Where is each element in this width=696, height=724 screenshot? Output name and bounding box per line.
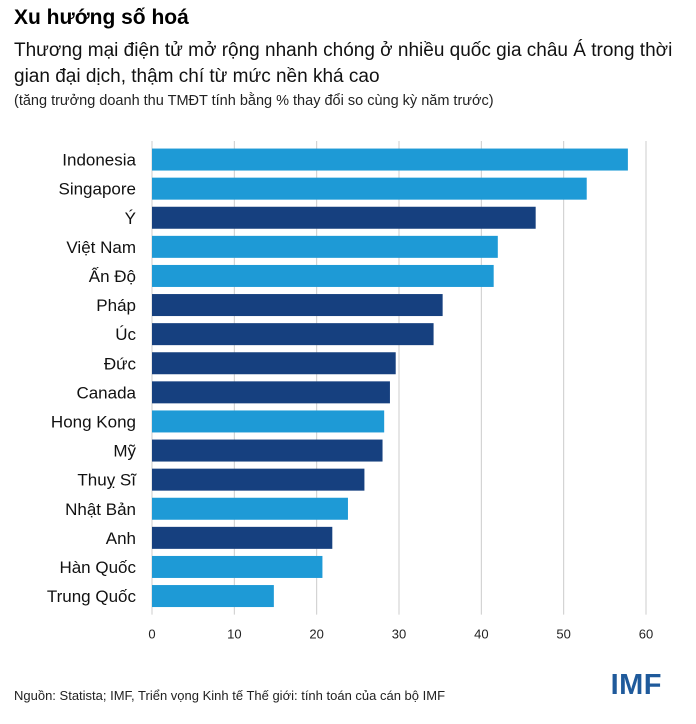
- x-tick-60: 60: [639, 627, 653, 642]
- x-tick-10: 10: [227, 627, 241, 642]
- category-label-5: Pháp: [96, 296, 136, 315]
- bar-11: [152, 468, 365, 491]
- bar-1: [152, 177, 587, 200]
- bar-13: [152, 526, 333, 549]
- bar-5: [152, 294, 443, 317]
- bar-3: [152, 235, 498, 258]
- bar-4: [152, 264, 494, 287]
- bar-2: [152, 206, 536, 229]
- category-label-12: Nhật Bản: [65, 500, 136, 519]
- category-label-4: Ấn Độ: [89, 267, 136, 286]
- bar-8: [152, 381, 390, 404]
- x-tick-0: 0: [148, 627, 155, 642]
- chart-subtitle: Thương mại điện tử mở rộng nhanh chóng ở…: [14, 40, 673, 87]
- source-note: Nguồn: Statista; IMF, Triển vọng Kinh tế…: [14, 688, 446, 703]
- category-label-8: Canada: [76, 383, 136, 402]
- bar-12: [152, 497, 348, 520]
- bar-chart: Indonesia Singapore Ý Việt Nam Ấn Độ Pháp Úc Đứ…: [47, 141, 653, 642]
- bar-10: [152, 439, 383, 462]
- category-label-0: Indonesia: [62, 151, 136, 170]
- category-label-9: Hong Kong: [51, 412, 136, 431]
- x-tick-40: 40: [474, 627, 488, 642]
- category-label-11: Thuỵ Sĩ: [77, 471, 137, 490]
- category-label-7: Đức: [104, 354, 137, 373]
- category-label-1: Singapore: [58, 180, 136, 199]
- bar-14: [152, 555, 323, 578]
- x-tick-20: 20: [309, 627, 323, 642]
- category-labels: Indonesia Singapore Ý Việt Nam Ấn Độ Pháp Úc Đứ…: [47, 151, 137, 606]
- category-label-10: Mỹ: [113, 442, 136, 461]
- imf-logo: IMF: [610, 669, 662, 701]
- chart-unit-note: (tăng trưởng doanh thu TMĐT tính bằng % …: [14, 93, 494, 109]
- category-label-15: Trung Quốc: [47, 587, 137, 606]
- bars: [152, 148, 628, 608]
- x-tick-30: 30: [392, 627, 406, 642]
- bar-7: [152, 352, 396, 375]
- category-label-6: Úc: [115, 325, 136, 344]
- x-tick-labels: 0 10 20 30 40 50 60: [148, 627, 653, 642]
- category-label-14: Hàn Quốc: [59, 558, 136, 577]
- category-label-13: Anh: [106, 529, 136, 548]
- bar-15: [152, 585, 274, 608]
- chart-title: Xu hướng số hoá: [14, 6, 189, 29]
- bar-6: [152, 323, 434, 346]
- category-label-2: Ý: [125, 209, 136, 228]
- category-label-3: Việt Nam: [66, 238, 136, 257]
- bar-0: [152, 148, 628, 171]
- bar-9: [152, 410, 385, 433]
- x-tick-50: 50: [556, 627, 570, 642]
